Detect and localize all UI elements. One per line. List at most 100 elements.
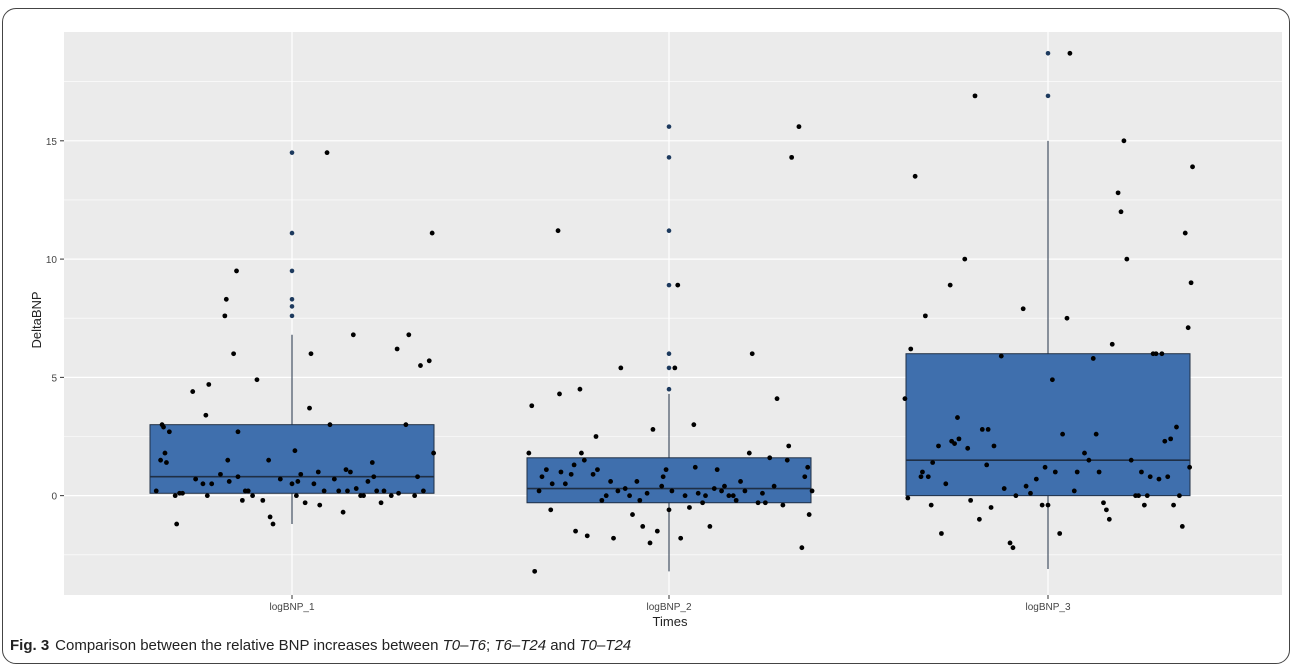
data-point (1141, 502, 1147, 508)
data-point (928, 502, 934, 508)
data-point (1096, 469, 1102, 475)
data-point (666, 507, 672, 513)
data-point (726, 493, 732, 499)
data-point (784, 457, 790, 463)
data-point (317, 502, 323, 508)
data-point (206, 382, 212, 387)
outlier-point (1045, 50, 1051, 56)
data-point (161, 424, 166, 430)
data-point (908, 346, 914, 352)
data-point (204, 493, 210, 499)
data-point (1121, 138, 1127, 144)
data-point (1118, 209, 1124, 215)
data-point (755, 500, 761, 506)
data-point (348, 469, 353, 475)
data-point (634, 479, 640, 484)
data-point (767, 455, 773, 461)
data-point (539, 474, 545, 480)
data-point (562, 481, 568, 487)
data-point (343, 467, 349, 473)
data-point (340, 509, 346, 515)
data-point (308, 351, 314, 357)
data-point (235, 474, 241, 480)
data-point (1106, 516, 1112, 522)
data-point (577, 386, 583, 392)
outlier-point (666, 351, 672, 357)
data-point (162, 450, 168, 456)
data-point (277, 476, 283, 482)
data-point (637, 497, 643, 503)
data-point (1086, 457, 1092, 463)
data-point (536, 488, 542, 494)
box-iqr (526, 457, 812, 504)
data-point (644, 490, 650, 496)
outlier-point (666, 282, 672, 288)
data-point (174, 521, 180, 527)
data-point (1177, 493, 1182, 499)
data-point (200, 481, 206, 487)
data-point (378, 500, 384, 506)
box-iqr (905, 353, 1191, 497)
data-point (1156, 476, 1162, 482)
data-point (180, 490, 185, 496)
data-point (1033, 476, 1039, 482)
y-tick-label: 5 (51, 373, 57, 384)
data-point (1049, 377, 1055, 383)
x-tick-label: logBNP_2 (646, 602, 691, 613)
data-point (406, 332, 412, 338)
data-point (760, 490, 765, 496)
data-point (1057, 531, 1063, 536)
data-point (1190, 164, 1195, 170)
data-point (1020, 306, 1026, 312)
data-point (327, 422, 333, 428)
data-point (1013, 493, 1019, 499)
data-point (968, 497, 974, 503)
data-point (1136, 493, 1141, 499)
data-point (622, 486, 628, 491)
data-point (418, 363, 423, 368)
data-point (381, 488, 387, 494)
data-point (1128, 457, 1134, 463)
data-point (799, 545, 805, 551)
data-point (956, 436, 962, 442)
data-point (640, 523, 646, 529)
data-point (1168, 436, 1174, 442)
data-point (925, 474, 931, 480)
data-point (615, 488, 621, 494)
data-point (730, 493, 736, 499)
data-point (190, 389, 196, 394)
data-point (529, 403, 535, 409)
y-tick-label: 10 (46, 255, 58, 266)
data-point (595, 467, 600, 473)
data-point (1101, 500, 1106, 506)
data-point (618, 365, 624, 371)
data-point (952, 441, 957, 447)
data-point (672, 365, 678, 371)
data-point (311, 481, 317, 487)
data-point (695, 490, 701, 496)
data-point (292, 448, 298, 454)
data-point (203, 412, 209, 418)
data-point (972, 93, 978, 99)
data-point (809, 488, 815, 494)
data-point (1185, 325, 1191, 331)
data-point (746, 450, 752, 456)
data-point (1082, 450, 1087, 456)
data-point (193, 476, 199, 482)
data-point (786, 443, 792, 449)
data-point (1188, 280, 1194, 286)
boxplot-chart: 0 5 10 15 logBNP_1 logBNP_2 logBNP_3 Times De… (29, 32, 1282, 629)
jitter-points (153, 50, 1195, 574)
outlier-point (666, 155, 672, 160)
data-point (353, 486, 359, 491)
data-point (789, 154, 795, 160)
data-point (1042, 464, 1048, 470)
data-point (687, 505, 692, 510)
data-point (231, 351, 237, 357)
data-point (805, 464, 811, 470)
outlier-point (666, 386, 672, 392)
data-point (555, 228, 561, 234)
data-point (1115, 190, 1121, 196)
data-point (1171, 502, 1176, 508)
data-point (270, 521, 276, 527)
